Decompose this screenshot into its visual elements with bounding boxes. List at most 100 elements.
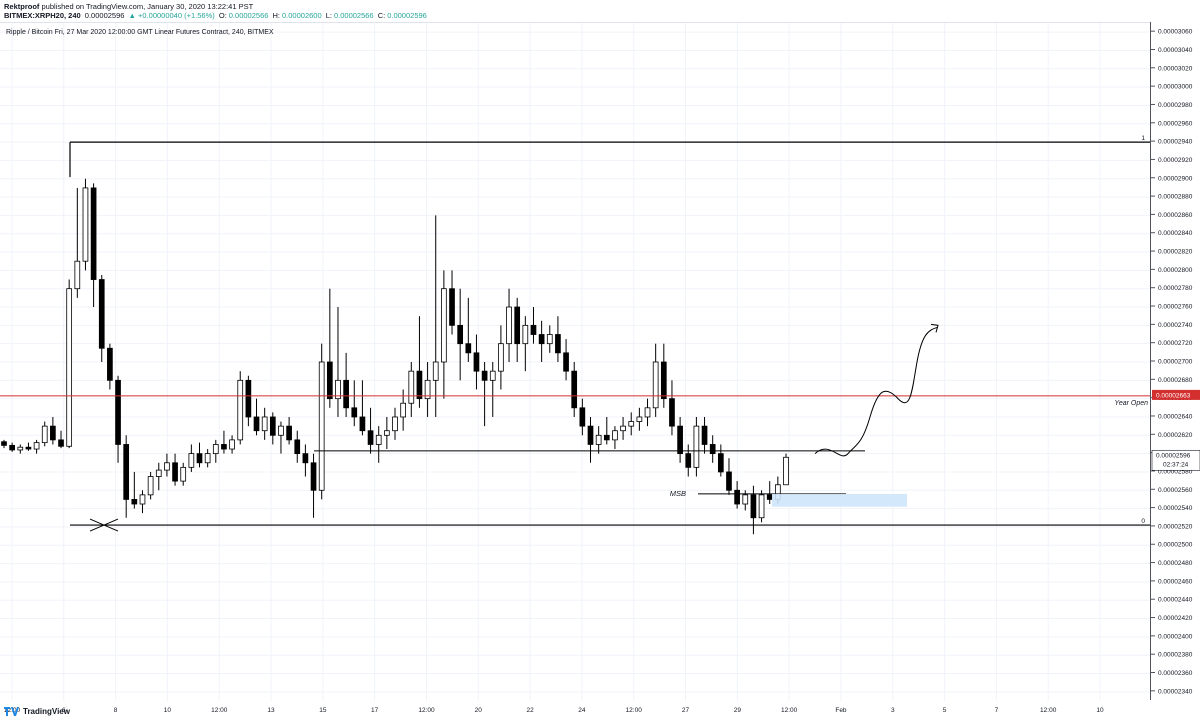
price-tick-label: 0.00002960 xyxy=(1158,120,1193,127)
candle-up xyxy=(33,442,40,450)
tradingview-logo-icon xyxy=(4,707,19,716)
candle-up xyxy=(188,453,195,468)
price-tick-label: 0.00002640 xyxy=(1158,413,1193,420)
candle-up xyxy=(546,334,553,345)
price-tick-label: 0.00002700 xyxy=(1158,359,1193,366)
fib-level-label: 0 xyxy=(1141,518,1145,525)
time-tick-label: 10 xyxy=(1096,707,1104,714)
candle-up xyxy=(17,446,24,451)
candle-down xyxy=(481,370,488,381)
candle-up xyxy=(318,361,325,491)
time-tick-label: 22 xyxy=(526,707,534,714)
publisher-line: Rektproof published on TradingView.com, … xyxy=(4,2,253,12)
price-tick-label: 0.00002540 xyxy=(1158,505,1193,512)
candle-down xyxy=(25,446,32,450)
candle-down xyxy=(416,370,423,400)
msb-label: MSB xyxy=(670,489,686,498)
price-tick-label: 0.00002440 xyxy=(1158,597,1193,604)
candle-down xyxy=(750,494,757,519)
candle-down xyxy=(660,361,667,400)
candle-up xyxy=(82,187,89,262)
candle-up xyxy=(375,434,382,445)
candle-down xyxy=(685,453,692,468)
price-tick-label: 0.00002940 xyxy=(1158,139,1193,146)
time-tick-label: Feb xyxy=(835,707,847,714)
time-tick-label: 12:00 xyxy=(211,707,228,714)
price-tick-label: 0.00002500 xyxy=(1158,542,1193,549)
cross-mark xyxy=(89,518,119,532)
price-value: 0.00002596 xyxy=(84,11,125,20)
candle-up xyxy=(506,306,512,345)
price-tick-label: 0.00002740 xyxy=(1158,322,1193,329)
publish-info: published on TradingView.com, January 30… xyxy=(39,2,254,11)
candle-down xyxy=(90,187,97,280)
price-tick-label: 0.00002980 xyxy=(1158,102,1193,109)
candle-up xyxy=(204,453,211,464)
candle-down xyxy=(107,347,113,381)
open-label: O: xyxy=(218,11,227,20)
candle-down xyxy=(766,494,773,500)
candle-down xyxy=(9,444,15,451)
time-tick-label: 24 xyxy=(578,707,586,714)
price-tick-label: 0.00003060 xyxy=(1158,29,1193,36)
chart-plot-area[interactable]: Year Open 1 0 MSB xyxy=(0,22,1150,701)
candle-down xyxy=(701,425,708,445)
candle-up xyxy=(522,324,529,345)
candle-up xyxy=(384,430,390,436)
candle-up xyxy=(693,425,700,468)
candle-up xyxy=(758,494,765,519)
symbol-info: Ripple / Bitcoin Fri, 27 Mar 2020 12:00:… xyxy=(6,29,274,36)
candle-down xyxy=(50,425,56,441)
candle-up xyxy=(644,407,651,418)
last-price-tag xyxy=(1151,449,1200,471)
candle-down xyxy=(571,370,578,409)
tradingview-footer: TradingView xyxy=(4,707,70,716)
candle-down xyxy=(172,462,178,482)
candle-up xyxy=(628,421,635,427)
year-open-price-tag xyxy=(1152,389,1200,400)
candle-down xyxy=(1,441,7,446)
price-tick-label: 0.00002840 xyxy=(1158,230,1193,237)
time-tick-label: 7 xyxy=(995,707,999,714)
candle-up xyxy=(237,379,244,441)
author-name[interactable]: Rektproof xyxy=(4,2,40,11)
candle-down xyxy=(603,434,610,441)
candle-down xyxy=(351,407,358,418)
time-tick-label: 29 xyxy=(734,707,742,714)
symbol-label: BITMEX:XRPH20, 240 xyxy=(4,11,81,20)
price-tick-label: 0.00002460 xyxy=(1158,578,1193,585)
price-tick-label: 0.00002620 xyxy=(1158,432,1193,439)
price-axis[interactable]: 0.00003060 0.00003040 0.00003020 0.00003000… xyxy=(1150,22,1200,700)
candle-up xyxy=(432,361,439,381)
candle-down xyxy=(587,425,594,445)
candle-up xyxy=(212,444,219,455)
price-chart[interactable]: Year Open 1 0 MSB xyxy=(0,23,1150,701)
price-tick-label: 0.00002820 xyxy=(1158,249,1193,256)
price-tick-label: 0.00002860 xyxy=(1158,212,1193,219)
projection-path xyxy=(814,326,939,457)
low-label: L: xyxy=(325,11,332,20)
price-tick-label: 0.00002480 xyxy=(1158,560,1193,567)
candle-down xyxy=(245,379,252,418)
candle-up xyxy=(335,379,341,400)
last-price-text: 0.00002596 xyxy=(1156,452,1191,459)
candle-up xyxy=(489,370,496,381)
ohlc-line: BITMEX:XRPH20, 240 0.00002596 ▲ +0.00000… xyxy=(4,11,429,21)
price-tick-label: 0.00002760 xyxy=(1158,304,1193,311)
candle-down xyxy=(131,499,138,505)
candle-down xyxy=(530,324,537,335)
candle-down xyxy=(98,279,105,349)
candle-down xyxy=(123,444,130,500)
price-tick-label: 0.00002880 xyxy=(1158,194,1193,201)
candle-down xyxy=(677,425,683,455)
candle-down xyxy=(473,352,480,372)
price-tick-label: 0.00002360 xyxy=(1158,670,1193,677)
candle-down xyxy=(326,361,333,400)
time-tick-label: 3 xyxy=(891,707,895,714)
candle-up xyxy=(742,494,749,505)
time-axis[interactable]: 12:00 6 8 10 12:00 13 15 17 12:00 20 22 24 12:00 27 29… xyxy=(0,700,1150,722)
change-value: ▲ +0.00000040 (+1.56%) xyxy=(128,11,215,20)
candle-down xyxy=(449,288,455,326)
candle-up xyxy=(66,288,73,447)
year-open-price-text: 0.00002663 xyxy=(1156,392,1191,399)
